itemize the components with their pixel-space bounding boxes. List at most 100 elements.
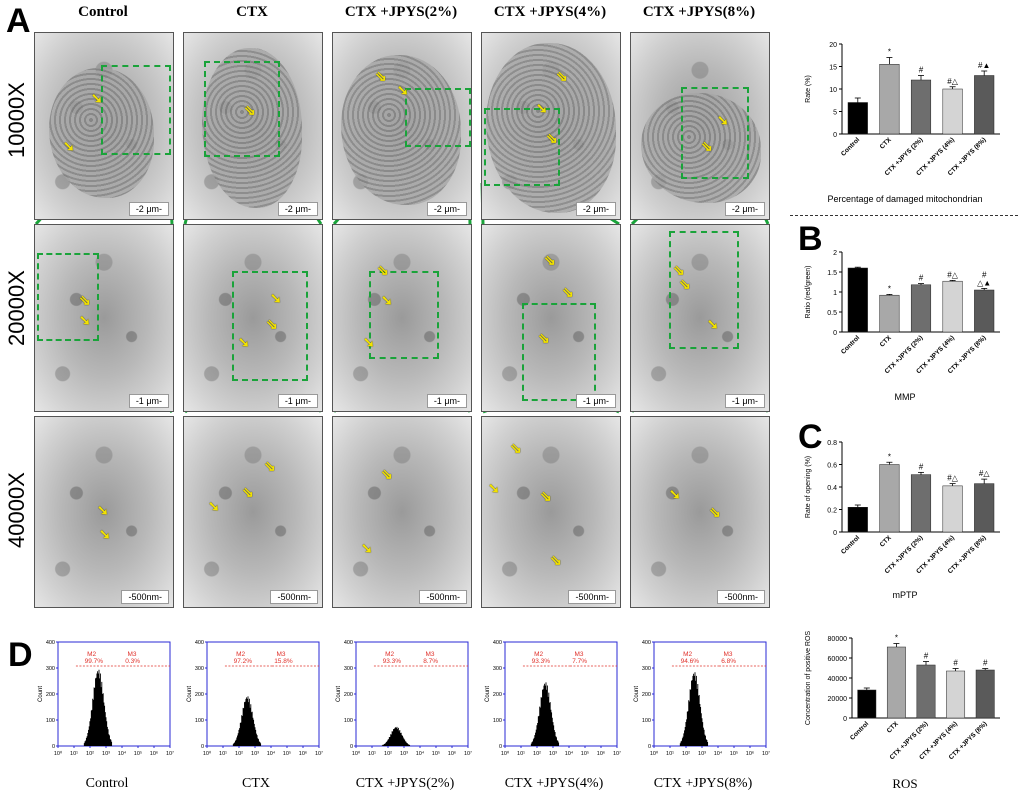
column-title-jpys8: CTX +JPYS(8%) [642, 4, 756, 20]
bar [942, 280, 963, 333]
y-tick-label: 1.5 [827, 270, 837, 277]
significance-mark: * [888, 48, 891, 57]
significance-mark: #▲ [978, 61, 990, 70]
flow-label-ctx: CTX [242, 776, 270, 791]
x-tick-label: 10⁷ [166, 750, 174, 757]
gate-m3-value: 8.7% [423, 658, 438, 665]
x-tick-label: 10¹ [666, 751, 674, 757]
y-tick-label: 200 [46, 692, 55, 698]
y-tick-label: 0 [648, 744, 651, 750]
x-tick-label: 10⁶ [746, 750, 754, 757]
category-label: Control [840, 334, 861, 355]
y-tick-label: 0 [833, 132, 837, 139]
flow-histogram-jpys2: 0 100 200 300 400 10⁰ 10¹ 10² 10³ 10⁴ 10⁵ 10⁶ 10⁷ Cou… [336, 640, 472, 757]
y-tick-label: 400 [195, 640, 204, 646]
x-tick-label: 10² [682, 751, 690, 757]
chart-title-damaged: Percentage of damaged mitochondrian [827, 194, 983, 204]
gate-m3-label: M3 [723, 651, 732, 658]
chart-title-ros: ROS [892, 776, 918, 791]
x-tick-label: 10⁴ [565, 750, 574, 757]
significance-mark: # [919, 274, 924, 283]
gate-m3-value: 15.8% [274, 658, 293, 665]
x-tick-label: 10⁰ [54, 750, 63, 757]
y-tick-label: 0.5 [827, 310, 837, 317]
em-image-ctx-40000x: ⇘ ⇘ ➘ -500nm- [183, 416, 323, 608]
scale-bar: -1 μm- [128, 394, 169, 408]
y-tick-label: 300 [642, 666, 651, 672]
y-tick-label: 400 [344, 640, 353, 646]
y-axis-label: Concentration of positive ROS [805, 631, 812, 725]
y-tick-label: 2 [833, 250, 837, 257]
y-axis-label: Rate of opening (%) [805, 456, 812, 518]
scale-bar: -2 μm- [128, 202, 169, 216]
gate-m3-label: M3 [425, 651, 434, 658]
bar [857, 689, 877, 719]
x-tick-label: 10³ [400, 751, 408, 757]
flow-histogram-jpys4: 0 100 200 300 400 10⁰ 10¹ 10² 10³ 10⁴ 10⁵ 10⁶ 10⁷ Cou… [485, 640, 621, 757]
panel-label-a: A [6, 2, 31, 40]
category-label: CTX [879, 334, 894, 349]
x-tick-label: 10¹ [70, 751, 78, 757]
gate-m2-value: 93.3% [532, 658, 551, 665]
gate-m3-label: M3 [276, 651, 285, 658]
x-tick-label: 10⁴ [267, 750, 276, 757]
x-tick-label: 10⁷ [464, 750, 472, 757]
bar-chart-mptp: 0 0.2 0.4 0.6 0.8 Rate of opening (%) Control *… [805, 440, 1000, 575]
histogram [381, 726, 411, 746]
y-axis-label: Count [187, 686, 193, 702]
scale-bar: -500nm- [419, 590, 467, 604]
x-tick-label: 10⁰ [203, 750, 212, 757]
scale-bar: -500nm- [568, 590, 616, 604]
y-tick-label: 100 [46, 718, 55, 724]
x-tick-label: 10⁴ [416, 750, 425, 757]
em-image-ctx-10000x: ⇘ -2 μm- [183, 32, 323, 220]
column-title-control: Control [78, 4, 128, 20]
x-tick-label: 10² [533, 751, 541, 757]
bar [975, 669, 995, 719]
y-tick-label: 5 [833, 110, 837, 117]
bar [879, 64, 900, 135]
gate-m3-value: 0.3% [125, 658, 140, 665]
gate-m3-value: 6.8% [721, 658, 736, 665]
x-tick-label: 10⁵ [432, 750, 440, 757]
flow-histogram-jpys8: 0 100 200 300 400 10⁰ 10¹ 10² 10³ 10⁴ 10⁵ 10⁶ 10⁷ Cou… [634, 640, 770, 757]
y-tick-label: 300 [493, 666, 502, 672]
scale-bar: -1 μm- [277, 394, 318, 408]
x-tick-label: 10² [384, 751, 392, 757]
bar [847, 507, 868, 533]
em-image-jpys2-20000x: ⇘ ➘ ➘ -1 μm- [332, 224, 472, 412]
panel-label-b: B [798, 220, 823, 258]
bar [916, 664, 936, 719]
bar [974, 289, 995, 333]
bar-chart-ros: 0 20000 40000 60000 80000 Concentration of po… [805, 631, 1000, 761]
panel-label-c: C [798, 418, 823, 456]
histogram [232, 696, 262, 746]
bar [879, 464, 900, 533]
x-tick-label: 10⁰ [501, 750, 510, 757]
flow-histogram-ctx: 0 100 200 300 400 10⁰ 10¹ 10² 10³ 10⁴ 10⁵ 10⁶ 10⁷ Cou… [187, 640, 323, 757]
bar [910, 79, 932, 135]
em-image-jpys8-10000x: ➘ ⇘ -2 μm- [630, 32, 770, 220]
y-tick-label: 0.2 [827, 508, 837, 515]
y-tick-label: 0.8 [827, 440, 837, 447]
y-tick-label: 100 [642, 718, 651, 724]
em-image-jpys4-40000x: ⇘ ➘ ⇘ ⇘ -500nm- [481, 416, 621, 608]
significance-mark: #△ [947, 474, 958, 483]
bar [910, 284, 932, 333]
y-tick-label: 0 [52, 744, 55, 750]
y-axis-label: Count [485, 686, 491, 702]
y-tick-label: 100 [344, 718, 353, 724]
em-image-control-40000x: ➘ ➘ -500nm- [34, 416, 174, 608]
bar [942, 88, 963, 135]
x-tick-label: 10³ [251, 751, 259, 757]
em-image-jpys2-40000x: ⇘ ➘ -500nm- [332, 416, 472, 608]
scale-bar: -2 μm- [575, 202, 616, 216]
em-image-jpys4-20000x: ⇘ ⇘ ⇘ -1 μm- [481, 224, 621, 412]
chart-title-mptp: mPTP [892, 590, 918, 600]
scale-bar: -500nm- [121, 590, 169, 604]
significance-mark: # [924, 652, 929, 661]
scale-bar: -2 μm- [426, 202, 467, 216]
em-image-ctx-20000x: ➘ ⇘ ➘ -1 μm- [183, 224, 323, 412]
